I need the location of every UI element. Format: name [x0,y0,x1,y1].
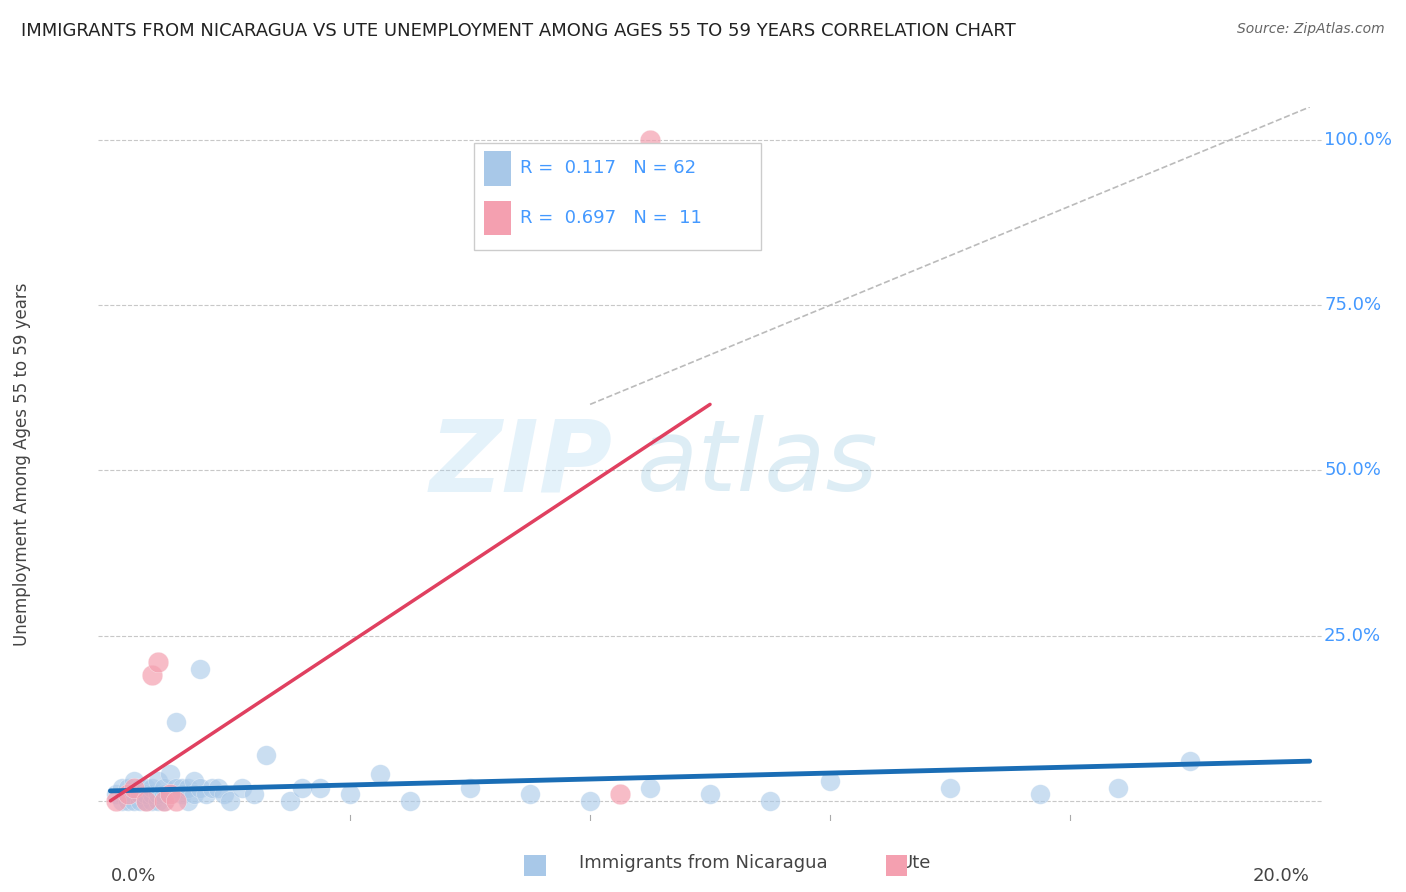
Point [165,780,187,795]
Point [183,787,205,801]
Text: Unemployment Among Ages 55 to 59 years: Unemployment Among Ages 55 to 59 years [13,282,31,646]
Text: R =  0.697   N =  11: R = 0.697 N = 11 [520,209,703,227]
Point [177,780,200,795]
Point [368,767,391,781]
Point [183,774,205,789]
Text: ZIP: ZIP [429,416,612,512]
Point [124,794,146,808]
Point [148,774,170,789]
Point [399,794,422,808]
Point [165,794,187,808]
Point [759,794,782,808]
Point [105,787,128,801]
Point [609,787,631,801]
Point [1178,754,1201,768]
Point [129,780,152,795]
Point [177,794,200,808]
Point [141,787,163,801]
Point [148,655,170,669]
Point [214,787,236,801]
Point [638,133,661,147]
Text: atlas: atlas [637,416,879,512]
Point [117,787,139,801]
Text: Ute: Ute [900,855,931,872]
Point [172,780,194,795]
Point [135,780,157,795]
Point [278,794,301,808]
Point [141,794,163,808]
Text: 0.0%: 0.0% [111,867,156,885]
Point [254,747,277,762]
Point [201,780,224,795]
Point [231,780,253,795]
Point [159,787,181,801]
FancyBboxPatch shape [474,143,762,250]
Point [188,780,211,795]
Text: IMMIGRANTS FROM NICARAGUA VS UTE UNEMPLOYMENT AMONG AGES 55 TO 59 YEARS CORRELAT: IMMIGRANTS FROM NICARAGUA VS UTE UNEMPLO… [21,22,1017,40]
Text: 20.0%: 20.0% [1253,867,1309,885]
Point [153,794,176,808]
Point [1107,780,1129,795]
Point [159,767,181,781]
Text: R =  0.117   N = 62: R = 0.117 N = 62 [520,159,696,177]
Point [117,780,139,795]
Point [458,780,481,795]
Point [939,780,962,795]
Text: Source: ZipAtlas.com: Source: ZipAtlas.com [1237,22,1385,37]
Point [291,780,314,795]
Point [129,787,152,801]
Point [117,794,139,808]
Point [309,780,332,795]
FancyBboxPatch shape [484,202,510,235]
Point [1029,787,1052,801]
Point [135,787,157,801]
FancyBboxPatch shape [484,152,510,186]
Point [141,780,163,795]
Point [124,787,146,801]
Point [339,787,361,801]
Point [243,787,266,801]
Point [129,787,152,801]
Point [638,780,661,795]
Point [219,794,242,808]
Point [117,787,139,801]
Point [105,794,128,808]
Point [159,787,181,801]
Point [165,714,187,729]
Point [153,780,176,795]
Text: 25.0%: 25.0% [1324,627,1381,645]
Text: 100.0%: 100.0% [1324,131,1392,149]
Point [195,787,218,801]
Point [129,794,152,808]
Point [818,774,841,789]
Point [172,787,194,801]
Point [148,794,170,808]
Text: 75.0%: 75.0% [1324,296,1381,314]
Point [111,794,134,808]
Point [579,794,602,808]
Point [135,794,157,808]
Point [699,787,721,801]
Point [124,780,146,795]
Point [135,794,157,808]
Point [111,780,134,795]
Point [141,668,163,682]
Point [153,794,176,808]
Point [148,787,170,801]
Point [188,662,211,676]
Text: Immigrants from Nicaragua: Immigrants from Nicaragua [579,855,827,872]
Text: 50.0%: 50.0% [1324,461,1381,479]
Point [153,787,176,801]
Point [519,787,541,801]
Point [207,780,229,795]
Point [124,774,146,789]
